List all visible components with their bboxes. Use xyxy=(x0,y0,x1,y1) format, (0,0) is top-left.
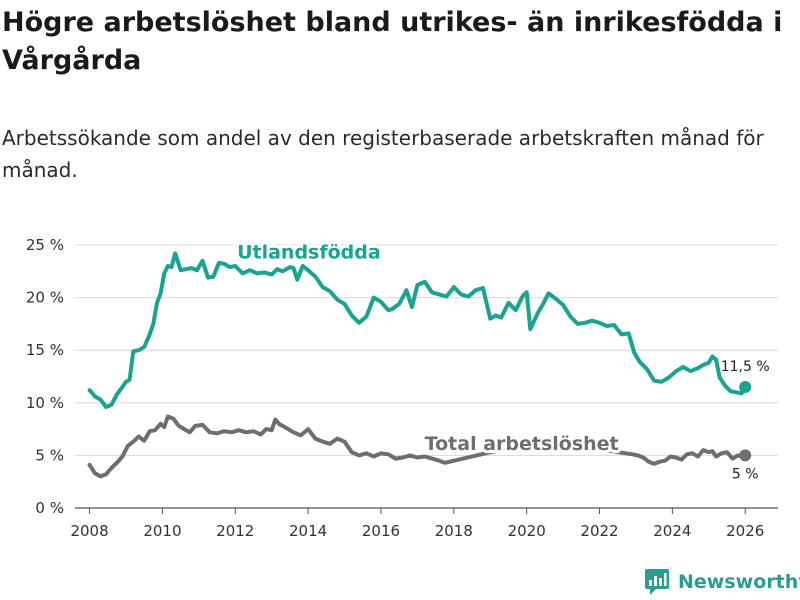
newsworthy-icon xyxy=(645,569,669,595)
axis-layer: 0 % 5 % 10 % 15 % 20 % 25 % 2008 2010 2012 2014 20… xyxy=(26,236,764,540)
series-layer xyxy=(87,251,752,479)
series-label-utlandsfodda: Utlandsfödda xyxy=(237,242,381,264)
end-point-utlandsfodda xyxy=(739,381,752,394)
series-label-utlandsfodda-halo: Utlandsfödda xyxy=(237,242,381,264)
y-tick-label: 0 % xyxy=(35,499,64,517)
chart-title: Högre arbetslöshet bland utrikes- än inr… xyxy=(2,7,783,76)
x-tick-label: 2026 xyxy=(726,522,764,540)
end-point-total xyxy=(739,449,752,462)
series-label-total: Total arbetslöshet xyxy=(425,433,619,455)
end-value-label-utlandsfodda: 11,5 % xyxy=(721,359,770,375)
x-tick-label: 2010 xyxy=(143,522,181,540)
x-tick-label: 2024 xyxy=(653,522,691,540)
x-tick-label: 2018 xyxy=(435,522,473,540)
brand-logo: Newsworthy xyxy=(644,566,800,598)
x-tick-label: 2020 xyxy=(508,522,546,540)
series-line-utlandsfodda xyxy=(87,251,748,409)
x-tick-label: 2016 xyxy=(362,522,400,540)
x-tick-label: 2022 xyxy=(580,522,618,540)
chart-subtitle: Arbetssökande som andel av den registerb… xyxy=(2,126,764,182)
y-tick-label: 20 % xyxy=(26,289,64,307)
series-line-total xyxy=(87,414,748,479)
y-tick-label: 5 % xyxy=(35,446,64,464)
x-tick-label: 2008 xyxy=(70,522,108,540)
series-label-total-halo: Total arbetslöshet xyxy=(425,433,619,455)
x-tick-label: 2012 xyxy=(216,522,254,540)
x-tick-label: 2014 xyxy=(289,522,327,540)
end-value-label-total: 5 % xyxy=(732,466,759,482)
y-tick-label: 10 % xyxy=(26,394,64,412)
brand-name: Newsworthy xyxy=(678,571,800,593)
y-tick-label: 15 % xyxy=(26,341,64,359)
y-tick-label: 25 % xyxy=(26,236,64,254)
